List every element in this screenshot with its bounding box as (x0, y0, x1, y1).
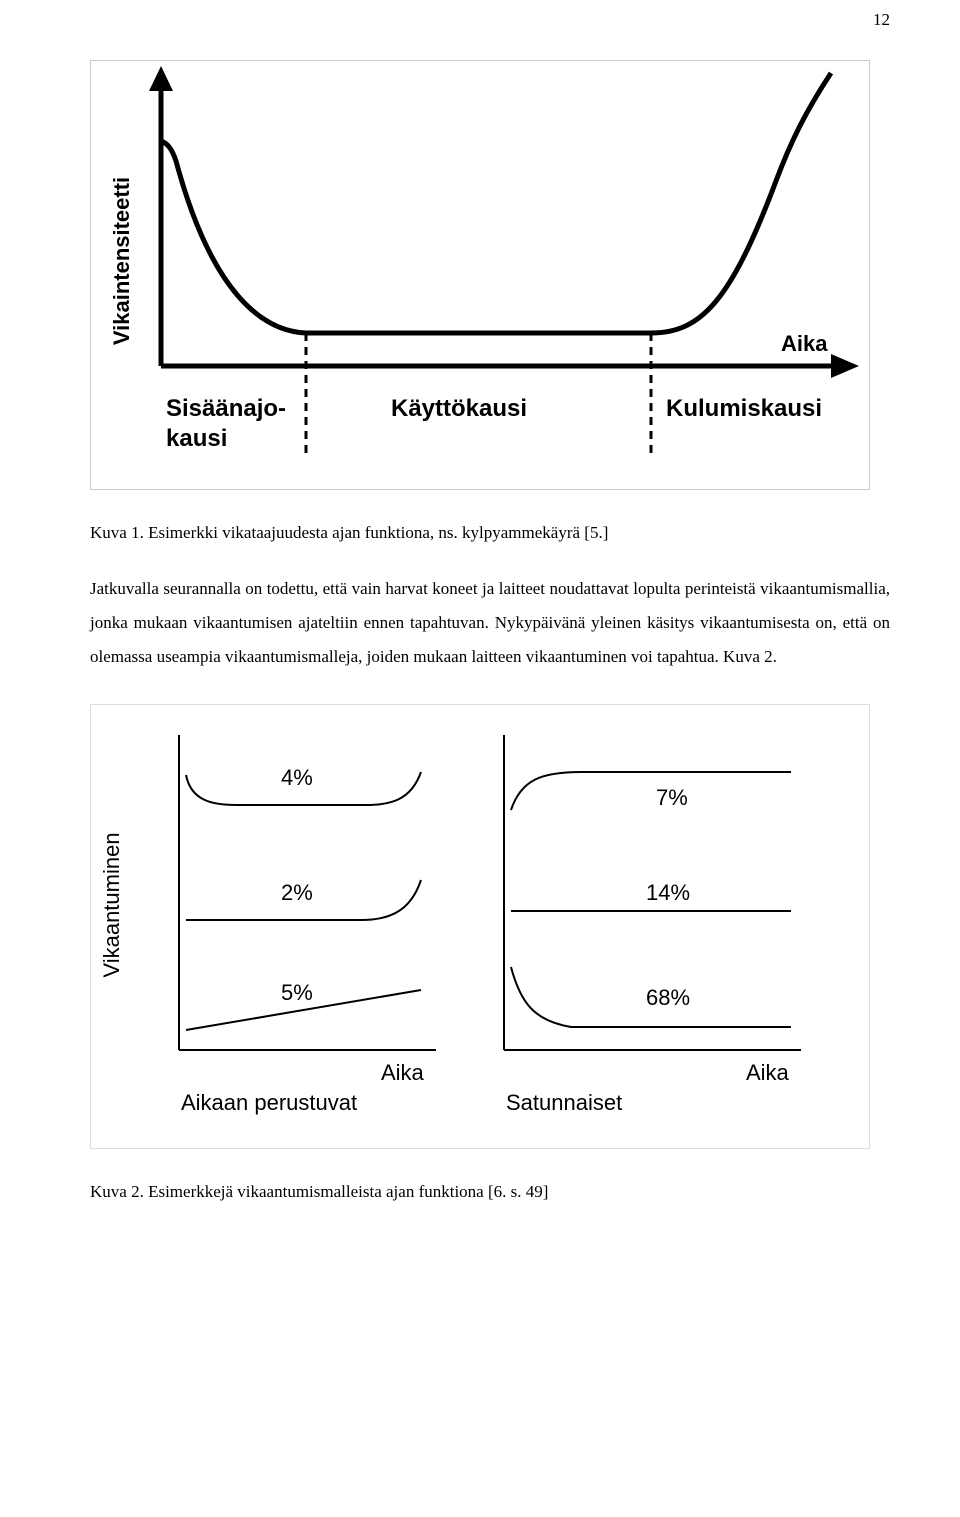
right-category-label: Satunnaiset (506, 1090, 622, 1115)
figure1-caption: Kuva 1. Esimerkki vikataajuudesta ajan f… (90, 520, 890, 546)
phase-label-3: Kulumiskausi (666, 395, 822, 422)
left-x-label: Aika (381, 1060, 425, 1085)
y-axis-arrow-icon (149, 66, 173, 91)
page-number: 12 (873, 10, 890, 30)
bathtub-curve (161, 73, 831, 333)
body-paragraph: Jatkuvalla seurannalla on todettu, että … (90, 572, 890, 674)
left-category-label: Aikaan perustuvat (181, 1090, 357, 1115)
left-pct-3: 5% (281, 980, 313, 1005)
right-curve-1 (511, 772, 791, 810)
right-pct-1: 7% (656, 785, 688, 810)
figure2-caption: Kuva 2. Esimerkkejä vikaantumismalleista… (90, 1179, 890, 1205)
right-pct-2: 14% (646, 880, 690, 905)
fig2-y-axis-label: Vikaantuminen (99, 832, 124, 977)
y-axis-label: Vikaintensiteetti (109, 177, 134, 345)
figure1-bathtub-curve: Vikaintensiteetti Aika Sisäänajo- kausi … (90, 60, 870, 490)
phase-label-2: Käyttökausi (391, 395, 527, 422)
x-axis-label: Aika (781, 331, 828, 356)
left-pct-2: 2% (281, 880, 313, 905)
right-pct-3: 68% (646, 985, 690, 1010)
phase-label-1-line1: Sisäänajo- (166, 395, 286, 422)
phase-label-1-line2: kausi (166, 425, 227, 452)
figure2-failure-models: Vikaantuminen 4% 2% 5% Aika Aikaan perus… (90, 704, 870, 1149)
right-x-label: Aika (746, 1060, 790, 1085)
x-axis-arrow-icon (831, 354, 859, 378)
left-pct-1: 4% (281, 765, 313, 790)
